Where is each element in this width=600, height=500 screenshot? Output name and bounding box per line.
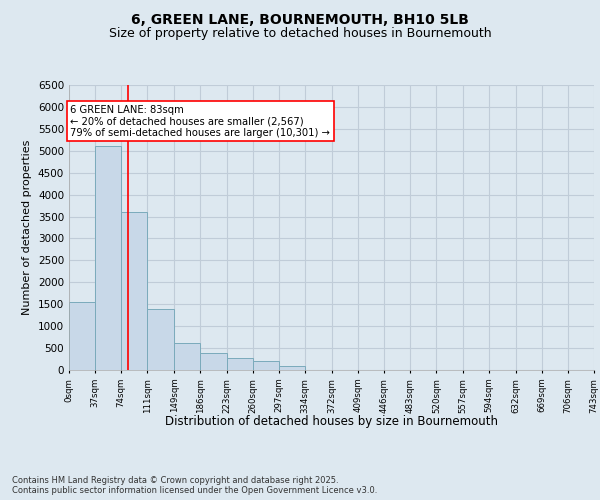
Bar bbox=[227, 358, 253, 370]
Text: 6, GREEN LANE, BOURNEMOUTH, BH10 5LB: 6, GREEN LANE, BOURNEMOUTH, BH10 5LB bbox=[131, 12, 469, 26]
Bar bbox=[174, 343, 200, 370]
Bar bbox=[253, 361, 279, 370]
Bar bbox=[200, 354, 227, 370]
Bar bbox=[279, 366, 305, 370]
Bar bbox=[69, 302, 95, 370]
Y-axis label: Number of detached properties: Number of detached properties bbox=[22, 140, 32, 315]
X-axis label: Distribution of detached houses by size in Bournemouth: Distribution of detached houses by size … bbox=[165, 416, 498, 428]
Text: Contains HM Land Registry data © Crown copyright and database right 2025.
Contai: Contains HM Land Registry data © Crown c… bbox=[12, 476, 377, 495]
Bar bbox=[95, 146, 121, 370]
Bar bbox=[121, 212, 148, 370]
Text: 6 GREEN LANE: 83sqm
← 20% of detached houses are smaller (2,567)
79% of semi-det: 6 GREEN LANE: 83sqm ← 20% of detached ho… bbox=[70, 104, 330, 138]
Bar bbox=[148, 308, 174, 370]
Text: Size of property relative to detached houses in Bournemouth: Size of property relative to detached ho… bbox=[109, 28, 491, 40]
